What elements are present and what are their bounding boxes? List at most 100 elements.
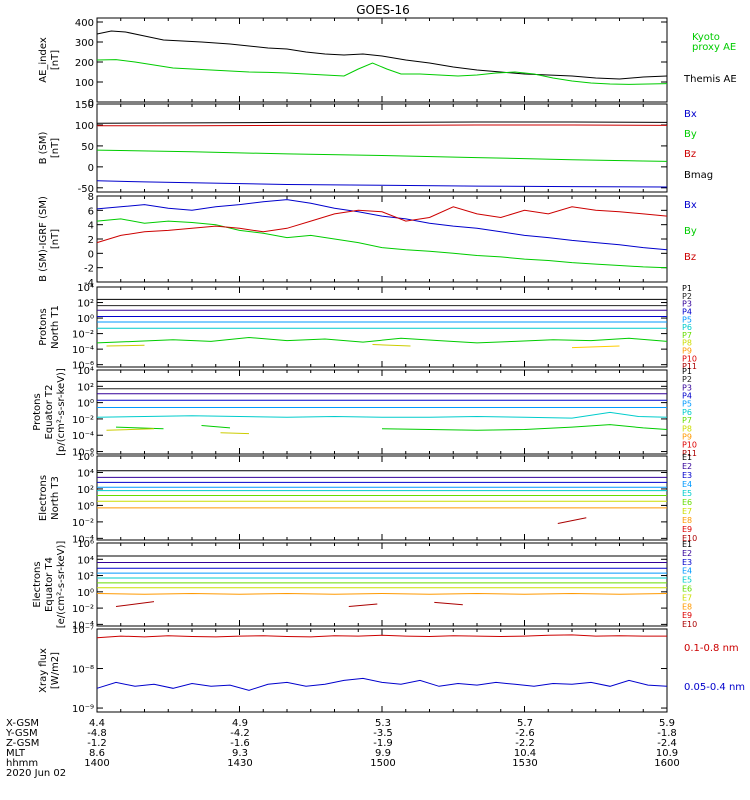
series-line bbox=[96, 677, 668, 691]
y-tick-label: 10⁰ bbox=[77, 501, 94, 512]
series-line bbox=[106, 344, 145, 347]
y-tick-label: 10² bbox=[77, 299, 94, 310]
y-tick-label: 10⁻² bbox=[72, 518, 94, 529]
y-tick-label: 10⁻⁴ bbox=[72, 620, 94, 631]
legend-entry: E1 bbox=[682, 540, 692, 549]
y-axis-label: [p/(cm²-s-sr-keV)] bbox=[56, 368, 67, 456]
footer-value: -2.4 bbox=[657, 738, 677, 749]
legend-entry: E3 bbox=[682, 558, 692, 567]
y-tick-label: 2 bbox=[88, 235, 94, 246]
legend-entry: P10 bbox=[682, 441, 697, 450]
y-axis-label: Protons bbox=[38, 308, 49, 345]
legend-entry: E6 bbox=[682, 498, 692, 507]
footer-value: 10.4 bbox=[514, 748, 536, 759]
legend-entry: P8 bbox=[682, 339, 692, 348]
footer-value: 1530 bbox=[512, 758, 537, 769]
legend-entry: E9 bbox=[682, 611, 692, 620]
legend-entry: E4 bbox=[682, 567, 692, 576]
panel-frame bbox=[96, 195, 668, 283]
series-line bbox=[96, 206, 668, 244]
y-axis-label: [e/(cm²-s-sr-keV)] bbox=[56, 541, 67, 629]
y-axis-label: Equator T4 bbox=[44, 557, 55, 612]
y-axis-label: B (SM) bbox=[38, 131, 49, 164]
footer-row-label: Z-GSM bbox=[6, 738, 39, 749]
footer-value: 10.9 bbox=[656, 748, 678, 759]
legend-entry: By bbox=[684, 226, 697, 237]
y-tick-label: 10⁴ bbox=[77, 283, 94, 294]
legend-entry: P2 bbox=[682, 375, 692, 384]
legend-entry: P4 bbox=[682, 392, 692, 401]
footer-value: -4.2 bbox=[230, 728, 250, 739]
legend-entry: E7 bbox=[682, 593, 692, 602]
legend-entry: P10 bbox=[682, 354, 697, 363]
legend-entry: P5 bbox=[682, 400, 692, 409]
legend-entry: E3 bbox=[682, 471, 692, 480]
series-line bbox=[96, 180, 668, 188]
panel-8: 10⁻⁷ 10⁻⁸ 10⁻⁹ Xray flux [W/m2] 0.1-0.8 nm 0.0… bbox=[38, 625, 745, 715]
legend-entry: P6 bbox=[682, 323, 692, 332]
y-axis-label: Electrons bbox=[38, 475, 49, 521]
y-axis-label: AE_index bbox=[38, 37, 49, 83]
legend-entry: P8 bbox=[682, 424, 692, 433]
footer-date: 2020 Jun 02 bbox=[6, 768, 66, 779]
figure-title: GOES-16 bbox=[356, 3, 410, 17]
legend-entry: E2 bbox=[682, 462, 692, 471]
y-tick-label: 10⁻⁶ bbox=[72, 361, 94, 372]
panel-5: 10⁴ 10² 10⁰ 10⁻² 10⁻⁴ 10⁻⁶ Protons Equator T2 [p… bbox=[32, 366, 697, 459]
y-tick-label: 0 bbox=[88, 249, 94, 260]
legend-entry: Themis AE bbox=[683, 74, 737, 85]
panel-3: -4 -2 0 2 4 6 8 B (SM)-IGRF (SM) [nT] Bx By Bz bbox=[38, 192, 697, 289]
footer-value: -1.6 bbox=[230, 738, 250, 749]
legend-entry: 0.1-0.8 nm bbox=[684, 643, 739, 654]
panel-frame bbox=[96, 455, 668, 541]
y-axis-label: [nT] bbox=[50, 229, 61, 249]
legend-entry: E7 bbox=[682, 507, 692, 516]
legend-entry: E4 bbox=[682, 480, 692, 489]
footer-value: 4.9 bbox=[232, 718, 248, 729]
series-line bbox=[96, 592, 668, 595]
panel-2: -50 0 50 100 150 B (SM) [nT] Bx By Bz Bmag bbox=[38, 100, 713, 195]
panel-frame bbox=[96, 542, 668, 627]
legend-entry: P5 bbox=[682, 315, 692, 324]
series-line bbox=[96, 30, 668, 80]
legend-entry: P7 bbox=[682, 331, 692, 340]
y-tick-label: 10⁻⁶ bbox=[72, 448, 94, 459]
y-tick-label: 10⁰ bbox=[77, 314, 94, 325]
legend-entry: P11 bbox=[682, 362, 697, 371]
footer-value: 8.6 bbox=[89, 748, 105, 759]
series-line bbox=[571, 345, 620, 349]
footer-row-label: X-GSM bbox=[6, 718, 39, 729]
y-tick-label: 150 bbox=[75, 100, 94, 111]
series-line bbox=[557, 517, 587, 524]
panel-frame bbox=[96, 369, 668, 455]
y-axis-label: Protons bbox=[32, 393, 43, 430]
series-line bbox=[220, 432, 250, 435]
y-tick-label: 10⁶ bbox=[77, 452, 94, 463]
panel-frame bbox=[96, 628, 668, 713]
legend-entry: Bz bbox=[684, 252, 696, 263]
legend-entry: By bbox=[684, 129, 697, 140]
y-tick-label: 8 bbox=[88, 192, 94, 203]
footer-value: -1.9 bbox=[373, 738, 393, 749]
footer-value: 1600 bbox=[654, 758, 679, 769]
legend-entry: P9 bbox=[682, 347, 692, 356]
y-tick-label: 6 bbox=[88, 206, 94, 217]
series-line bbox=[115, 601, 155, 607]
legend-entry: E10 bbox=[682, 534, 697, 543]
legend-entry: Bx bbox=[684, 109, 697, 120]
series-line bbox=[96, 149, 668, 162]
y-tick-label: 10² bbox=[77, 485, 94, 496]
legend-entry: E8 bbox=[682, 516, 692, 525]
legend-entry: 0.05-0.4 nm bbox=[684, 682, 745, 693]
footer-value: 1400 bbox=[84, 758, 109, 769]
y-axis-label: North T1 bbox=[50, 305, 61, 349]
footer-value: 4.4 bbox=[89, 718, 105, 729]
legend-entry: E1 bbox=[682, 453, 692, 462]
y-tick-label: 200 bbox=[75, 58, 94, 69]
footer-row-label: MLT bbox=[6, 748, 26, 759]
y-tick-label: 10⁻² bbox=[72, 415, 94, 426]
y-tick-label: 10⁰ bbox=[77, 588, 94, 599]
legend-entry: proxy AE bbox=[692, 42, 736, 53]
